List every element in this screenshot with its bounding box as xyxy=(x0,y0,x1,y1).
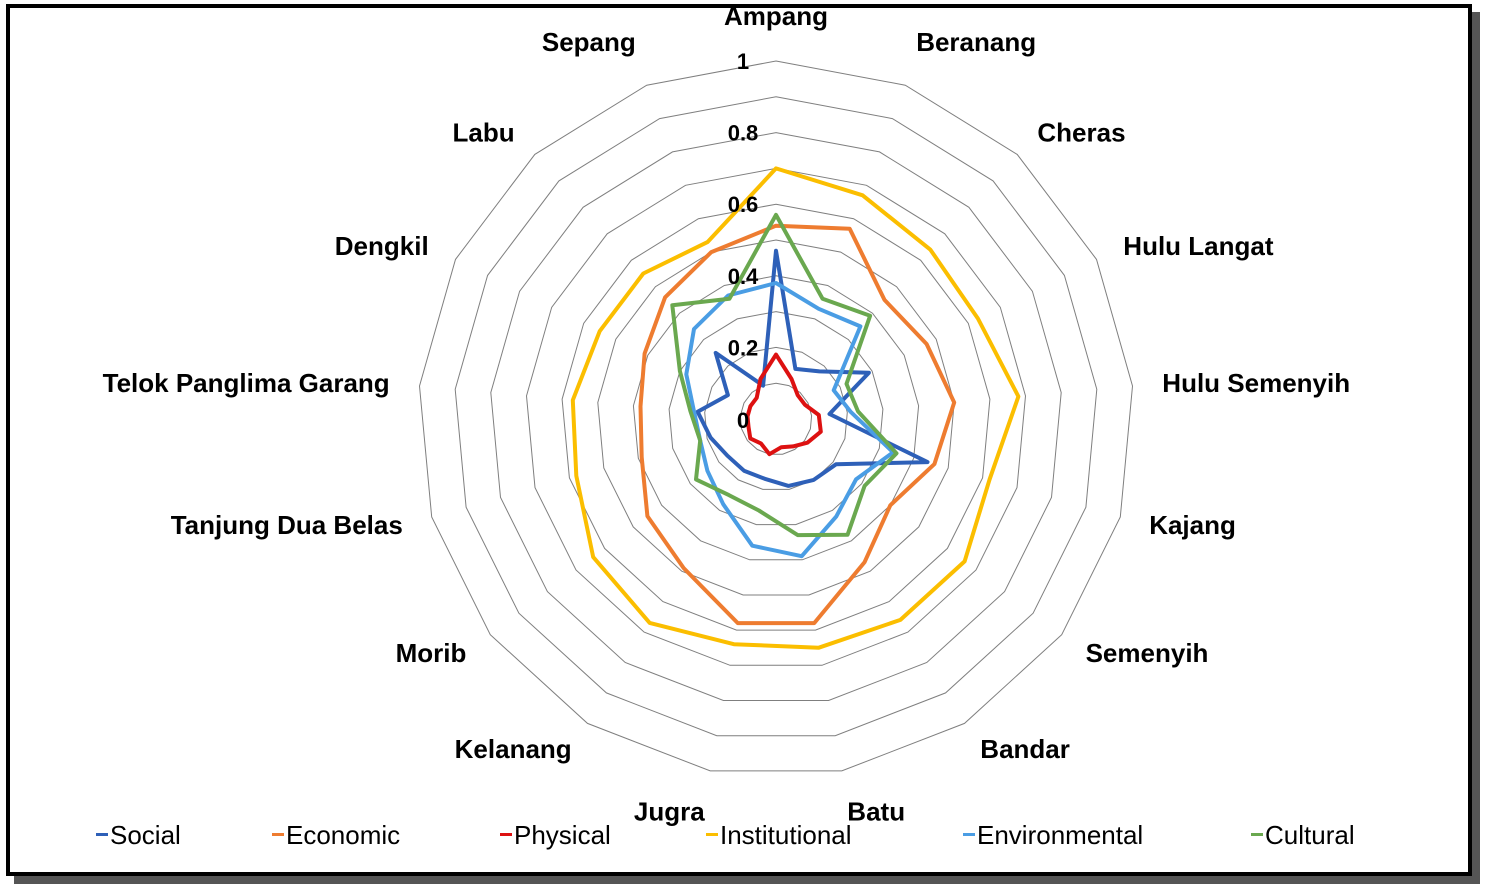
grid-ring xyxy=(490,132,1062,701)
series-line-cultural xyxy=(670,212,899,538)
category-label: Hulu Semenyih xyxy=(1162,368,1350,398)
legend-swatch xyxy=(1251,832,1263,836)
legend-swatch xyxy=(963,832,975,836)
grid-ring xyxy=(525,167,1027,666)
series-line-physical xyxy=(745,352,823,457)
category-label: Batu xyxy=(847,796,905,826)
category-label: Hulu Langat xyxy=(1123,231,1274,261)
category-label: Kajang xyxy=(1149,510,1236,540)
grid-ring xyxy=(632,275,920,561)
category-label: Morib xyxy=(396,638,467,668)
legend-item-environmental: Environmental xyxy=(963,820,1143,851)
category-label: Tanjung Dua Belas xyxy=(171,510,403,540)
category-label: Jugra xyxy=(634,796,705,826)
legend-label: Economic xyxy=(286,820,401,850)
category-label: Telok Panglima Garang xyxy=(103,368,390,398)
legend-item-social: Social xyxy=(96,820,181,851)
legend-item-physical: Physical xyxy=(500,820,611,851)
category-label: Ampang xyxy=(724,1,828,31)
tick-label: 0.8 xyxy=(728,121,759,146)
category-label: Sepang xyxy=(542,27,636,57)
category-label: Dengkil xyxy=(335,231,429,261)
grid-ring xyxy=(561,203,991,631)
grid-ring xyxy=(454,96,1098,737)
tick-label: 0.6 xyxy=(728,192,759,217)
grid-ring xyxy=(668,311,884,526)
legend-swatch xyxy=(500,832,512,836)
tick-label: 0.2 xyxy=(728,335,759,360)
chart-frame xyxy=(6,4,1472,876)
legend: Social Economic Physical Institutional Envir… xyxy=(0,814,1485,858)
legend-label: Institutional xyxy=(720,820,852,850)
legend-item-cultural: Cultural xyxy=(1251,820,1355,851)
legend-label: Environmental xyxy=(977,820,1144,850)
legend-label: Cultural xyxy=(1265,820,1355,850)
category-label: Semenyih xyxy=(1086,638,1209,668)
tick-label: 0 xyxy=(737,408,749,433)
series-line-economic xyxy=(638,223,957,626)
legend-swatch xyxy=(272,832,284,836)
category-label: Cheras xyxy=(1037,117,1125,147)
tick-labels: 0 0.2 0.4 0.6 0.8 1 xyxy=(728,49,759,433)
tick-label: 1 xyxy=(737,49,749,74)
legend-swatch xyxy=(706,832,718,836)
legend-label: Social xyxy=(110,820,181,850)
category-label: Bandar xyxy=(980,734,1070,764)
legend-label: Physical xyxy=(514,820,611,850)
legend-item-economic: Economic xyxy=(272,820,400,851)
category-label: Labu xyxy=(452,117,514,147)
legend-item-institutional: Institutional xyxy=(706,820,852,851)
series-line-social xyxy=(695,248,930,488)
grid-ring xyxy=(739,382,813,455)
category-labels: Ampang Beranang Cheras Hulu Langat Hulu Seme… xyxy=(103,1,1350,826)
grid-ring xyxy=(597,239,955,596)
grid-ring xyxy=(704,346,848,490)
legend-swatch xyxy=(96,832,108,836)
series-line-institutional xyxy=(570,166,1021,650)
category-label: Kelanang xyxy=(455,734,572,764)
grid-layer xyxy=(418,60,1134,772)
tick-label: 0.4 xyxy=(728,264,759,289)
series-layer xyxy=(570,166,1021,650)
grid-ring xyxy=(418,60,1134,772)
category-label: Beranang xyxy=(916,27,1036,57)
series-line-environmental xyxy=(684,281,896,559)
